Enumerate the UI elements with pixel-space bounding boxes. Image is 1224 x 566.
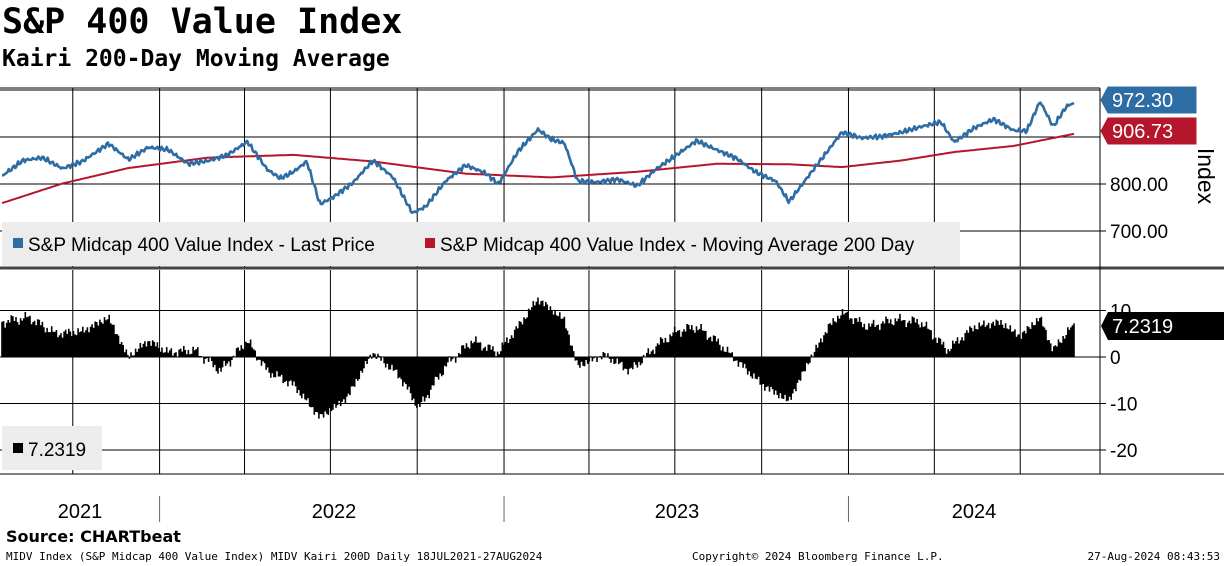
legend-label-kairi: 7.2319 <box>28 440 86 461</box>
price-panel <box>1 101 1075 214</box>
kairi-panel <box>1 297 1075 419</box>
kairi-bars-negative <box>128 357 811 419</box>
kairi-bars-positive <box>1 297 1075 357</box>
footer-timestamp: 27-Aug-2024 08:43:53 <box>1087 550 1220 563</box>
x-tick-label-year: 2023 <box>655 501 700 523</box>
moving-average-200d-line <box>1 132 1075 204</box>
price-tick-label: 700.00 <box>1110 222 1168 243</box>
legend-swatch-moving-average <box>425 238 435 248</box>
source-note: Source: CHARTbeat <box>6 527 181 546</box>
gridlines <box>0 88 1100 474</box>
footer-copyright: Copyright© 2024 Bloomberg Finance L.P. <box>692 550 944 563</box>
kairi-tag-shape <box>1101 312 1224 340</box>
moving-average-tag-shape <box>1100 117 1197 145</box>
kairi-tag-text: 7.2319 <box>1112 316 1173 338</box>
last-price-line <box>1 101 1075 214</box>
axes: 800.00700.00Index100-10-2020212022202320… <box>0 87 1224 523</box>
x-tick-label-year: 2021 <box>58 501 103 523</box>
price-tick-label: 800.00 <box>1110 175 1168 196</box>
legend: S&P Midcap 400 Value Index - Last Price S… <box>2 222 960 470</box>
legend-label-moving-average: S&P Midcap 400 Value Index - Moving Aver… <box>440 235 915 256</box>
chart-title: S&P 400 Value Index <box>2 2 403 42</box>
price-legend-background <box>2 222 960 266</box>
price-axis-label: Index <box>1193 148 1219 205</box>
moving-average-tag-text: 906.73 <box>1112 121 1173 143</box>
last-price-tag-shape <box>1100 86 1197 114</box>
value-tags: 972.30 906.73 7.2319 <box>1100 86 1224 340</box>
kairi-tick-label: -10 <box>1110 395 1137 416</box>
kairi-tick-label: -20 <box>1110 441 1137 462</box>
legend-label-last-price: S&P Midcap 400 Value Index - Last Price <box>28 235 375 256</box>
legend-swatch-last-price <box>13 238 23 248</box>
last-price-tag-text: 972.30 <box>1112 90 1173 112</box>
x-tick-label-year: 2022 <box>312 501 357 523</box>
legend-swatch-kairi <box>13 443 23 453</box>
x-tick-label-year: 2024 <box>952 501 997 523</box>
chart-subtitle: Kairi 200-Day Moving Average <box>2 46 390 72</box>
footer-description: MIDV Index (S&P Midcap 400 Value Index) … <box>6 550 543 563</box>
kairi-tick-label: 0 <box>1110 348 1121 369</box>
